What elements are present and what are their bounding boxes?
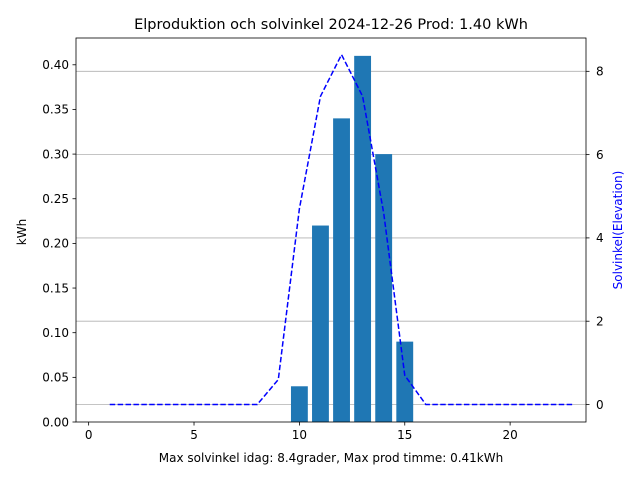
y-tick-label: 0.35 xyxy=(42,103,69,117)
y-tick-label: 0.10 xyxy=(42,326,69,340)
y-tick-label: 0.25 xyxy=(42,192,69,206)
x-tick-label: 0 xyxy=(85,428,93,442)
production-bar xyxy=(375,154,393,422)
y2-tick-label: 8 xyxy=(596,65,604,79)
x-tick-label: 10 xyxy=(292,428,307,442)
y-tick-label: 0.00 xyxy=(42,415,69,429)
elevation-line xyxy=(109,52,574,406)
y2-tick-label: 2 xyxy=(596,315,604,329)
y-tick-label: 0.20 xyxy=(42,237,69,251)
y-tick-label: 0.30 xyxy=(42,147,69,161)
x-tick-label: 5 xyxy=(190,428,198,442)
axes-layer: 0 5 10 15 200.000.050.100.150.200.250.300.35… xyxy=(42,37,604,442)
y2-tick-label: 6 xyxy=(596,148,604,162)
y2-tick-label: 4 xyxy=(596,231,604,245)
y-tick-label: 0.05 xyxy=(42,371,69,385)
y2-tick-label: 0 xyxy=(596,398,604,412)
plot-frame xyxy=(75,37,587,423)
x-tick-label: 20 xyxy=(502,428,517,442)
y-axis-label: kWh xyxy=(15,219,29,245)
y-tick-label: 0.40 xyxy=(42,58,69,72)
chart-title: Elproduktion och solvinkel 2024-12-26 Pr… xyxy=(134,17,528,33)
x-tick-label: 15 xyxy=(397,428,412,442)
production-bar xyxy=(333,118,350,422)
bars-layer xyxy=(290,55,414,422)
y-tick-label: 0.15 xyxy=(42,281,69,295)
x-axis-label: Max solvinkel idag: 8.4grader, Max prod … xyxy=(159,451,503,465)
production-bar xyxy=(312,225,329,422)
production-bar xyxy=(290,386,308,422)
y2-axis-label: Solvinkel(Elevation) xyxy=(611,171,625,290)
production-bar xyxy=(354,55,372,422)
line-layer xyxy=(109,52,574,406)
production-bar xyxy=(396,341,414,422)
